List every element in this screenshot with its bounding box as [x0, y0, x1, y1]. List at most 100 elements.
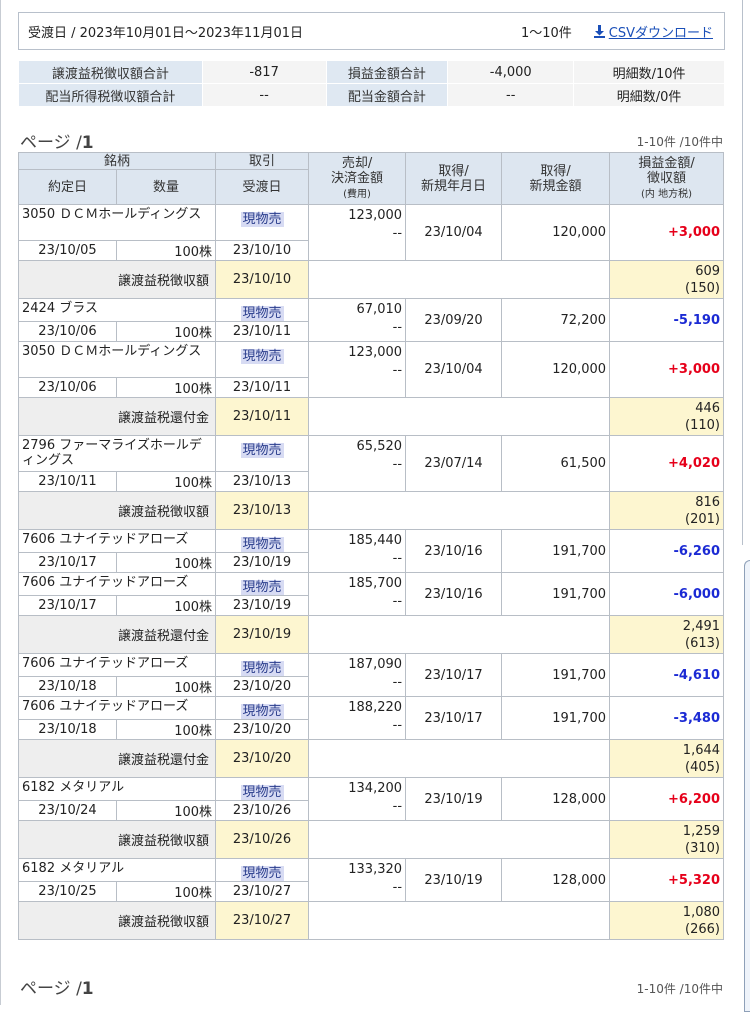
- header-uri: 売却/ 決済金額 (費用): [308, 152, 407, 205]
- header-shutoku-date-line2: 新規年月日: [421, 178, 487, 194]
- sale-cost: --: [392, 226, 403, 241]
- trade-date: 23/10/05: [18, 240, 117, 261]
- quantity: 100株: [115, 595, 217, 616]
- summary-row: 配当所得税徴収額合計 -- 配当金額合計 -- 明細数/0件: [18, 83, 725, 107]
- trade-date: 23/10/06: [18, 321, 117, 342]
- acquired-date: 23/10/16: [405, 572, 503, 616]
- profit-loss: -5,190: [609, 298, 725, 342]
- sale-amount-cell: 67,010 --: [308, 298, 407, 342]
- trade-type-label[interactable]: 現物売: [240, 306, 284, 321]
- header-suryo: 数量: [115, 169, 217, 205]
- sale-amount-cell: 185,440 --: [308, 529, 407, 573]
- summary-label: 譲渡益税徴収額合計: [18, 60, 203, 84]
- header-shutoku-amt: 取得/ 新規金額: [501, 152, 611, 205]
- summary-label: 損益金額合計: [325, 60, 449, 84]
- tax-row: 譲渡益税徴収額 23/10/10 609 (150): [17, 260, 725, 299]
- trade-row: 7606 ユナイテッドアローズ 現物売 188,220 -- 23/10/17 191,7…: [17, 696, 725, 740]
- tax-row: 譲渡益税徴収額 23/10/13 816 (201): [17, 491, 725, 530]
- transactions-table: 銘柄 取引 売却/ 決済金額 (費用) 取得/ 新規年月日 取得/ 新規金額 損…: [17, 152, 725, 940]
- sale-amount: 133,320: [348, 862, 403, 877]
- trade-type: 現物売: [215, 696, 310, 720]
- tax-amount-cell: 1,644 (405): [609, 739, 725, 778]
- acquired-amount: 128,000: [501, 858, 611, 902]
- stock-name[interactable]: 3050 ＤＣＭホールディングス: [17, 204, 217, 241]
- tax-label: 譲渡益税徴収額: [17, 491, 217, 530]
- sale-amount-cell: 187,090 --: [308, 653, 407, 697]
- profit-loss: +3,000: [609, 341, 725, 398]
- header-uri-line3: (費用): [343, 188, 371, 200]
- profit-loss: +3,000: [609, 204, 725, 261]
- stock-name[interactable]: 7606 ユナイテッドアローズ: [17, 572, 217, 596]
- tax-amount: 609: [695, 264, 721, 279]
- stock-name[interactable]: 6182 メタリアル: [17, 858, 217, 882]
- tax-date: 23/10/13: [215, 491, 310, 530]
- sale-cost: --: [392, 457, 403, 472]
- trade-type: 現物売: [215, 529, 310, 553]
- trade-type-label[interactable]: 現物売: [240, 537, 284, 552]
- header-shutoku-amt-line2: 新規金額: [529, 178, 582, 194]
- trade-date: 23/10/06: [18, 377, 117, 398]
- tax-row: 譲渡益税還付金 23/10/19 2,491 (613): [17, 615, 725, 654]
- trade-type: 現物売: [215, 653, 310, 677]
- acquired-amount: 128,000: [501, 777, 611, 821]
- trade-type-label[interactable]: 現物売: [240, 443, 284, 458]
- quantity: 100株: [115, 471, 217, 492]
- trade-type-label[interactable]: 現物売: [240, 785, 284, 800]
- tax-local-amount: (266): [685, 922, 721, 937]
- quantity: 100株: [115, 676, 217, 697]
- header-uri-line2: 決済金額: [331, 170, 384, 186]
- stock-name[interactable]: 7606 ユナイテッドアローズ: [17, 696, 217, 720]
- stock-name[interactable]: 6182 メタリアル: [17, 777, 217, 801]
- acquired-amount: 120,000: [501, 204, 611, 261]
- settlement-date: 23/10/11: [215, 377, 310, 398]
- tax-amount-cell: 2,491 (613): [609, 615, 725, 654]
- tax-amount: 446: [695, 401, 721, 416]
- profit-loss: -4,610: [609, 653, 725, 697]
- stock-name[interactable]: 7606 ユナイテッドアローズ: [17, 529, 217, 553]
- sale-amount: 185,700: [348, 576, 403, 591]
- quantity: 100株: [115, 800, 217, 821]
- summary-detail-count: 明細数/10件: [573, 60, 725, 84]
- tax-blank: [308, 397, 611, 436]
- settlement-date: 23/10/11: [215, 321, 310, 342]
- trade-type-label[interactable]: 現物売: [240, 212, 284, 227]
- stock-name[interactable]: 3050 ＤＣＭホールディングス: [17, 341, 217, 378]
- tax-label: 譲渡益税徴収額: [17, 901, 217, 940]
- summary-detail-count: 明細数/0件: [573, 83, 725, 107]
- sale-cost: --: [392, 594, 403, 609]
- pager-top: ページ /1: [20, 128, 94, 153]
- pager-page-number[interactable]: 1: [81, 979, 94, 999]
- acquired-date: 23/10/04: [405, 341, 503, 398]
- trade-type-label[interactable]: 現物売: [240, 866, 284, 881]
- stock-name[interactable]: 2424 ブラス: [17, 298, 217, 322]
- side-panel-edge: [742, 0, 750, 1012]
- csv-download-link[interactable]: CSVダウンロード: [593, 22, 713, 41]
- trade-type: 現物売: [215, 572, 310, 596]
- acquired-date: 23/10/19: [405, 777, 503, 821]
- tax-blank: [308, 615, 611, 654]
- trade-type-label[interactable]: 現物売: [240, 661, 284, 676]
- settlement-date: 23/10/27: [215, 881, 310, 902]
- stock-name[interactable]: 7606 ユナイテッドアローズ: [17, 653, 217, 677]
- stock-name[interactable]: 2796 ファーマライズホールディングス: [17, 435, 217, 472]
- trade-type: 現物売: [215, 298, 310, 322]
- trade-type: 現物売: [215, 435, 310, 472]
- tax-amount: 1,644: [682, 743, 721, 758]
- acquired-amount: 191,700: [501, 572, 611, 616]
- trade-date: 23/10/25: [18, 881, 117, 902]
- header-yakujo: 約定日: [18, 169, 117, 205]
- trade-type-label[interactable]: 現物売: [240, 580, 284, 595]
- tax-date: 23/10/26: [215, 820, 310, 859]
- trade-type-label[interactable]: 現物売: [240, 349, 284, 364]
- quantity: 100株: [115, 377, 217, 398]
- pager-page-number[interactable]: 1: [81, 133, 94, 153]
- sale-cost: --: [392, 718, 403, 733]
- sale-amount: 123,000: [348, 345, 403, 360]
- trade-type-label[interactable]: 現物売: [240, 704, 284, 719]
- summary-label: 配当所得税徴収額合計: [18, 83, 203, 107]
- sale-amount-cell: 65,520 --: [308, 435, 407, 492]
- quantity: 100株: [115, 552, 217, 573]
- trade-date: 23/10/17: [18, 552, 117, 573]
- acquired-amount: 61,500: [501, 435, 611, 492]
- sale-cost: --: [392, 551, 403, 566]
